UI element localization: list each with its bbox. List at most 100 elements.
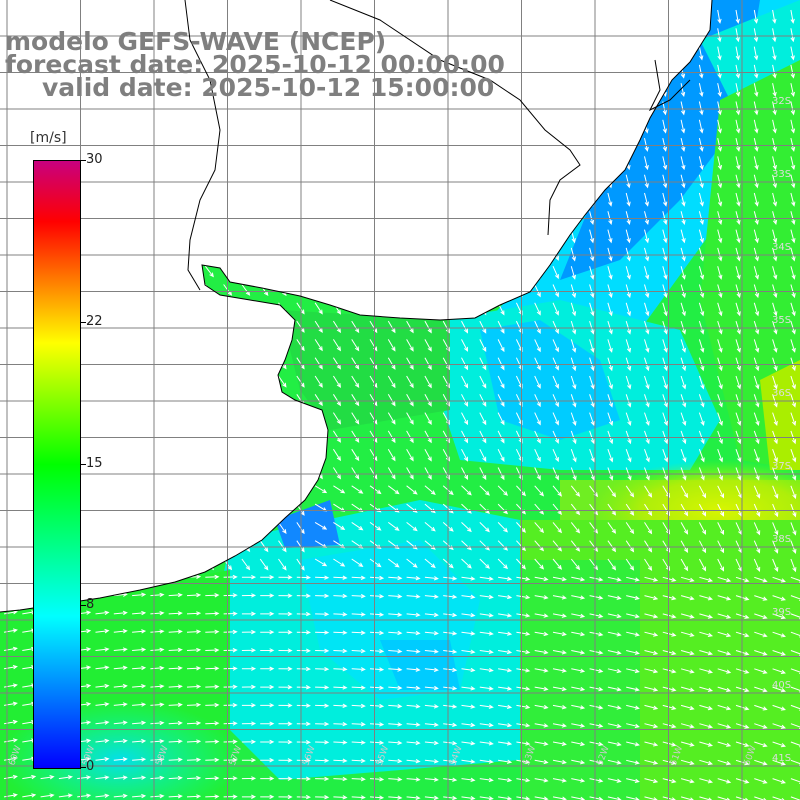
wind-arrow	[315, 721, 330, 727]
wind-arrow	[461, 9, 469, 23]
lat-label: 32S	[772, 96, 791, 107]
wind-arrow	[259, 412, 269, 425]
wind-arrow	[351, 137, 360, 151]
wind-arrow	[351, 430, 360, 443]
wind-arrow	[589, 174, 594, 189]
wind-arrow	[3, 393, 15, 405]
wind-arrow	[205, 647, 220, 653]
wind-arrow	[662, 576, 677, 582]
wind-arrow	[607, 686, 622, 692]
wind-arrow	[424, 247, 432, 261]
wind-arrow	[443, 667, 458, 673]
wind-arrow	[424, 375, 432, 389]
wind-arrow	[3, 522, 15, 533]
wind-arrow	[698, 64, 704, 79]
wind-arrow	[534, 631, 549, 637]
wind-arrow	[351, 485, 364, 494]
wind-arrow	[735, 302, 741, 317]
wind-arrow	[662, 686, 677, 692]
wind-arrow	[168, 467, 178, 479]
wind-arrow	[168, 739, 183, 744]
wind-arrow	[424, 339, 432, 352]
wind-arrow	[552, 9, 559, 23]
wind-arrow	[735, 339, 741, 353]
wind-arrow	[753, 375, 760, 390]
wind-arrow	[570, 284, 577, 299]
wind-arrow	[735, 83, 741, 98]
wind-arrow	[204, 540, 214, 552]
wind-arrow	[150, 647, 165, 652]
wind-arrow	[3, 646, 18, 652]
wind-arrow	[131, 412, 142, 424]
wind-arrow	[332, 192, 342, 205]
wind-arrow	[479, 558, 490, 569]
wind-arrow	[351, 521, 364, 531]
wind-arrow	[278, 794, 293, 800]
wind-arrow	[3, 540, 15, 551]
wind-arrow	[186, 247, 196, 259]
wind-arrow	[607, 119, 613, 134]
wind-arrow	[662, 284, 668, 299]
wind-arrow	[790, 558, 797, 573]
wind-arrow	[479, 137, 487, 151]
wind-arrow	[278, 721, 293, 726]
wind-arrow	[3, 210, 15, 222]
wind-arrow	[369, 777, 385, 782]
wind-arrow	[131, 339, 142, 351]
wind-arrow	[388, 777, 403, 782]
wind-arrow	[204, 137, 214, 150]
wind-arrow	[424, 320, 432, 334]
wind-arrow	[552, 631, 567, 637]
wind-arrow	[113, 156, 124, 168]
wind-arrow	[40, 9, 51, 21]
wind-arrow	[205, 593, 220, 598]
wind-arrow	[461, 667, 476, 673]
wind-arrow	[406, 119, 414, 133]
wind-arrow	[497, 522, 509, 533]
wind-arrow	[534, 650, 549, 655]
wind-arrow	[552, 28, 559, 42]
wind-arrow	[369, 156, 378, 169]
wind-arrow	[479, 229, 487, 243]
wind-arrow	[790, 613, 800, 620]
wind-arrow	[552, 558, 563, 570]
wind-arrow	[461, 704, 476, 709]
wind-arrow	[424, 759, 439, 764]
wind-arrow	[680, 449, 687, 463]
wind-arrow	[644, 156, 649, 171]
wind-arrow	[369, 9, 378, 23]
wind-arrow	[369, 229, 378, 242]
wind-arrow	[131, 247, 142, 259]
wind-arrow	[406, 612, 421, 617]
wind-arrow	[479, 28, 487, 41]
wind-arrow	[259, 137, 269, 150]
wind-arrow	[607, 46, 612, 61]
colorbar-tick-mark	[80, 767, 86, 768]
wind-arrow	[479, 119, 487, 133]
wind-arrow	[21, 302, 33, 313]
wind-arrow	[424, 156, 432, 169]
wind-arrow	[132, 610, 147, 616]
wind-arrow	[644, 449, 650, 463]
wind-arrow	[113, 339, 124, 351]
wind-arrow	[552, 467, 559, 481]
wind-arrow	[168, 137, 178, 150]
wind-arrow	[534, 211, 541, 225]
wind-arrow	[662, 412, 668, 426]
wind-arrow	[351, 9, 360, 22]
wind-arrow	[315, 685, 330, 690]
wind-arrow	[552, 211, 559, 225]
wind-arrow	[205, 702, 220, 708]
wind-arrow	[424, 357, 432, 371]
wind-arrow	[753, 485, 761, 499]
wind-arrow	[314, 357, 323, 370]
wind-arrow	[534, 192, 541, 206]
wind-arrow	[680, 357, 687, 372]
wind-arrow	[77, 793, 92, 798]
wind-arrow	[443, 722, 458, 727]
wind-arrow	[296, 357, 305, 370]
wind-arrow	[259, 357, 269, 370]
wind-arrow	[571, 686, 586, 692]
wind-arrow	[259, 119, 269, 132]
wind-arrow	[388, 594, 403, 599]
